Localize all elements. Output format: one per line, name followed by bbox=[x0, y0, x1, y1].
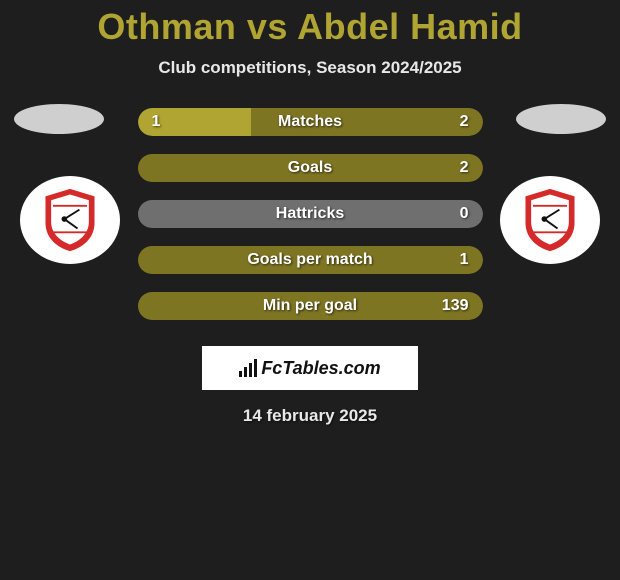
stat-row: 139 Min per goal bbox=[138, 292, 483, 320]
footer-date: 14 february 2025 bbox=[0, 406, 620, 426]
stat-label: Goals per match bbox=[247, 251, 372, 269]
player-slot-right bbox=[516, 104, 606, 134]
stat-rows: 1 2 Matches 2 Goals 0 Hattricks 1 Goals per matc… bbox=[138, 108, 483, 320]
barchart-icon bbox=[239, 359, 257, 377]
page-title: Othman vs Abdel Hamid bbox=[0, 0, 620, 48]
page-subtitle: Club competitions, Season 2024/2025 bbox=[0, 58, 620, 78]
brand-badge: FcTables.com bbox=[202, 346, 418, 390]
stat-value-right: 1 bbox=[460, 251, 469, 269]
comparison-stage: 1 2 Matches 2 Goals 0 Hattricks 1 Goals per matc… bbox=[0, 108, 620, 320]
stat-label: Hattricks bbox=[276, 205, 344, 223]
stat-row: 1 Goals per match bbox=[138, 246, 483, 274]
stat-label: Goals bbox=[288, 159, 332, 177]
brand-text: FcTables.com bbox=[261, 358, 380, 379]
stat-value-left: 1 bbox=[152, 113, 161, 131]
stat-value-right: 139 bbox=[442, 297, 469, 315]
stat-value-right: 2 bbox=[460, 159, 469, 177]
shield-icon bbox=[521, 187, 579, 253]
stat-row: 1 2 Matches bbox=[138, 108, 483, 136]
stat-row: 2 Goals bbox=[138, 154, 483, 182]
stat-value-right: 2 bbox=[460, 113, 469, 131]
stat-label: Min per goal bbox=[263, 297, 357, 315]
stat-row: 0 Hattricks bbox=[138, 200, 483, 228]
stat-label: Matches bbox=[278, 113, 342, 131]
player-slot-left bbox=[14, 104, 104, 134]
team-crest-left bbox=[20, 176, 120, 264]
shield-icon bbox=[41, 187, 99, 253]
team-crest-right bbox=[500, 176, 600, 264]
stat-value-right: 0 bbox=[460, 205, 469, 223]
